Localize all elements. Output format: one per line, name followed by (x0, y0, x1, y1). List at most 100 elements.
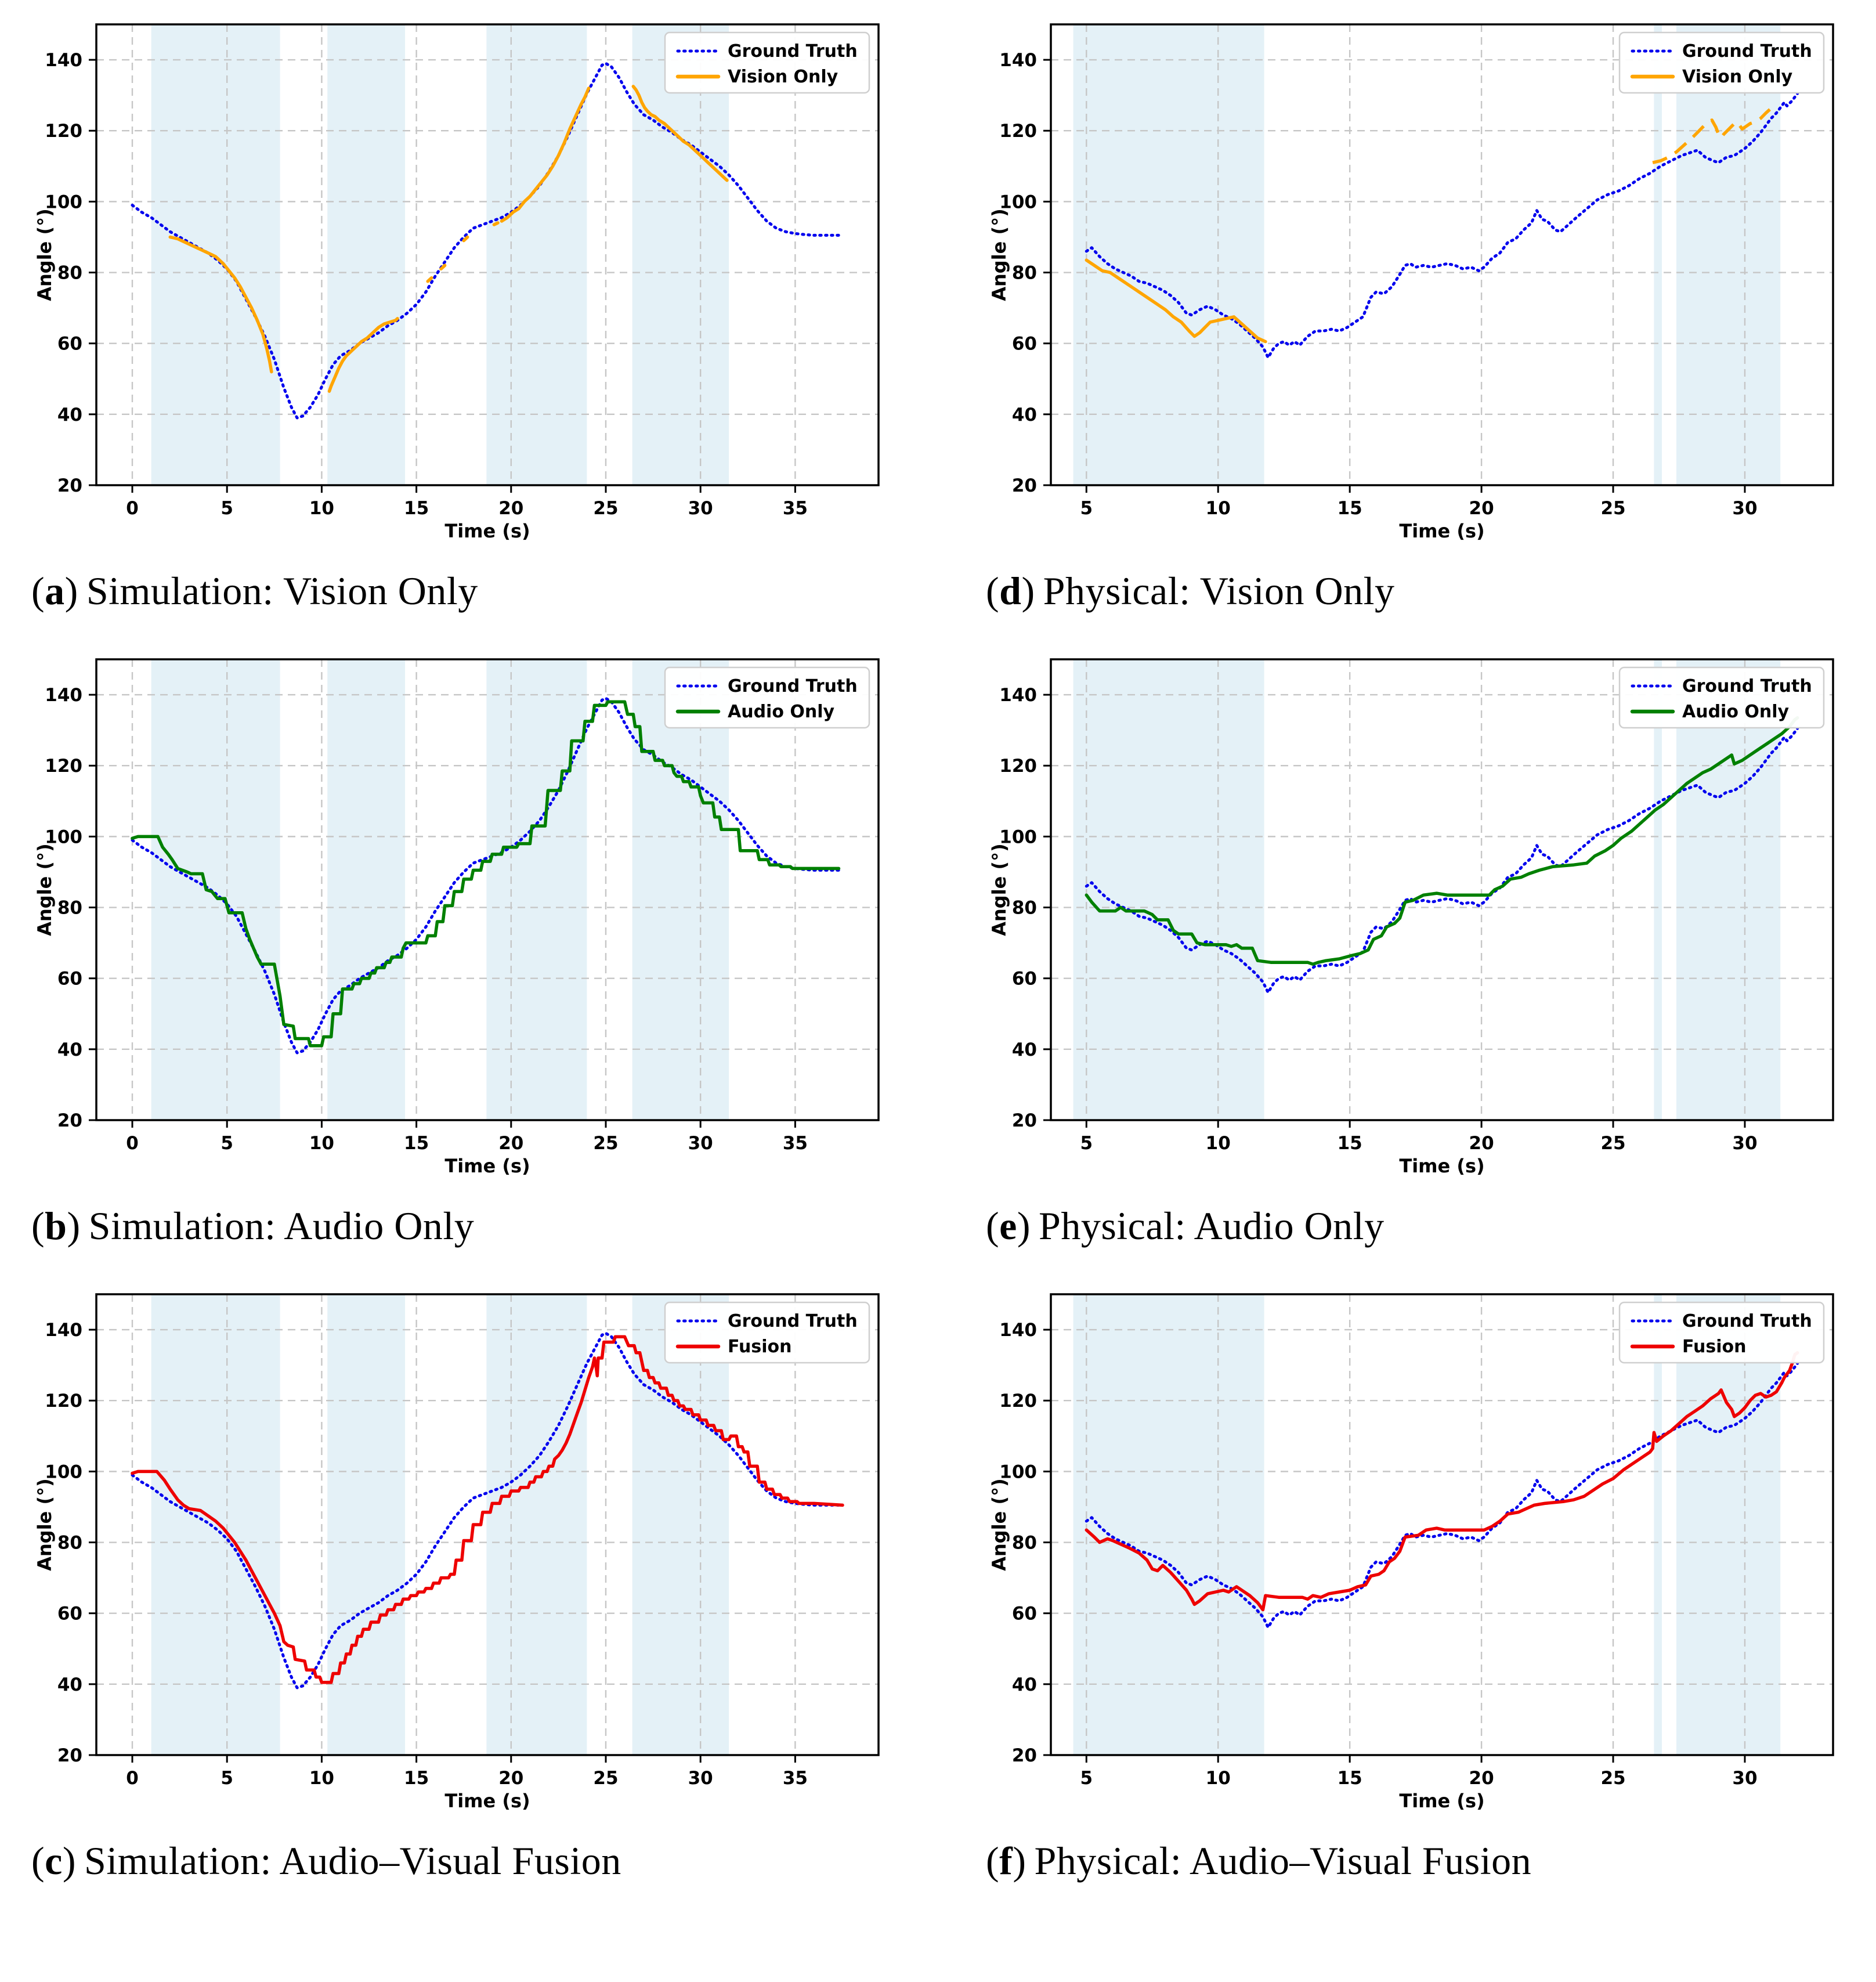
x-tick-label: 5 (1080, 1768, 1093, 1789)
y-tick-label: 120 (45, 1391, 82, 1411)
y-tick-label: 140 (45, 685, 82, 706)
series-ground-truth-line (1085, 92, 1799, 359)
legend-label: Ground Truth (1682, 1311, 1812, 1331)
caption-text: Physical: Audio Only (1039, 1204, 1385, 1248)
grid-layer (1051, 1294, 1833, 1755)
y-axis-title: Angle (°) (988, 843, 1010, 936)
caption-letter: (c) (31, 1839, 76, 1883)
series-ground-truth-line (1085, 1362, 1799, 1629)
y-tick-label: 60 (1012, 1604, 1037, 1624)
x-tick-label: 20 (498, 1133, 523, 1154)
x-axis-title: Time (s) (444, 520, 530, 541)
plot-frame (1050, 1293, 1834, 1756)
y-tick-label: 80 (57, 898, 82, 919)
y-tick-label: 40 (57, 405, 82, 425)
shaded-band (1073, 24, 1264, 485)
ticks-layer: 0 5 10 15 20 25 30 35 20 40 60 80 100 120 140 (45, 50, 808, 519)
shaded-band (1654, 659, 1662, 1120)
shaded-band (1676, 1294, 1781, 1755)
y-tick-label: 100 (45, 826, 82, 847)
chart-physical-audio-only: 5 10 15 20 25 30 20 40 60 80 100 120 140 Time (s) Angl… (986, 651, 1845, 1176)
series-ground-truth-line (131, 1331, 843, 1689)
x-tick-label: 15 (1338, 1768, 1362, 1789)
y-axis-title: Angle (°) (988, 1478, 1010, 1571)
series-vision-only-line (426, 276, 433, 283)
caption-e: (e) Physical: Audio Only (986, 1203, 1845, 1249)
shaded-band (1073, 1294, 1264, 1755)
caption-letter: (e) (986, 1204, 1031, 1248)
x-tick-label: 20 (498, 1768, 523, 1789)
caption-letter: (d) (986, 569, 1035, 613)
series-ground-truth-line (1085, 727, 1799, 994)
caption-text: Physical: Audio–Visual Fusion (1034, 1839, 1532, 1883)
series-vision-only-line (439, 263, 447, 271)
shaded-band (1073, 659, 1264, 1120)
caption-letter: (a) (31, 569, 78, 613)
y-tick-label: 60 (57, 969, 82, 990)
shaded-band (1676, 24, 1781, 485)
bands-layer (151, 24, 729, 485)
x-tick-label: 10 (309, 498, 334, 519)
ticks-layer: 0 5 10 15 20 25 30 35 20 40 60 80 100 120 140 (45, 1320, 808, 1789)
y-tick-label: 100 (45, 1461, 82, 1482)
legend-label: Ground Truth (1682, 676, 1812, 696)
x-tick-label: 5 (221, 498, 233, 519)
y-tick-label: 100 (999, 192, 1037, 212)
figure-d: 5 10 15 20 25 30 20 40 60 80 100 120 140 Time (s) Angl… (986, 16, 1845, 614)
legend-label: Ground Truth (728, 676, 858, 696)
y-tick-label: 140 (999, 685, 1037, 706)
x-tick-label: 10 (1206, 1133, 1231, 1154)
x-tick-label: 25 (593, 1133, 618, 1154)
x-tick-label: 20 (498, 498, 523, 519)
y-tick-label: 60 (1012, 969, 1037, 990)
y-tick-label: 80 (1012, 898, 1037, 919)
legend-label: Vision Only (1682, 67, 1793, 87)
y-axis-title: Angle (°) (34, 1478, 56, 1571)
series-vision-only-line (1085, 258, 1267, 344)
series-fusion-line (1085, 1351, 1799, 1612)
y-tick-label: 40 (57, 1674, 82, 1695)
figure-a: 0 5 10 15 20 25 30 35 20 40 60 80 100 120 140 Time (s) A… (31, 16, 890, 614)
y-tick-label: 60 (57, 334, 82, 355)
ticks-layer: 5 10 15 20 25 30 20 40 60 80 100 120 140 (999, 1320, 1757, 1789)
x-axis-title: Time (s) (444, 1155, 530, 1176)
chart-physical-fusion: 5 10 15 20 25 30 20 40 60 80 100 120 140 Time (s) Angl… (986, 1286, 1845, 1811)
y-tick-label: 120 (45, 121, 82, 142)
shaded-band (327, 659, 406, 1120)
x-tick-label: 25 (1600, 498, 1625, 519)
y-tick-label: 120 (999, 121, 1037, 142)
x-tick-label: 10 (1206, 498, 1231, 519)
x-tick-label: 25 (1600, 1133, 1625, 1154)
x-tick-label: 20 (1469, 1133, 1494, 1154)
shaded-band (1676, 659, 1781, 1120)
legend-label: Ground Truth (1682, 41, 1812, 62)
y-tick-label: 120 (45, 756, 82, 777)
x-tick-label: 15 (404, 1133, 429, 1154)
plot-frame (1050, 658, 1834, 1121)
x-tick-label: 10 (1206, 1768, 1231, 1789)
shaded-band (632, 659, 729, 1120)
plot-frame (1050, 23, 1834, 486)
y-tick-label: 40 (57, 1039, 82, 1060)
y-tick-label: 140 (999, 50, 1037, 71)
ticks-layer: 5 10 15 20 25 30 20 40 60 80 100 120 140 (999, 685, 1757, 1154)
x-tick-label: 25 (593, 1768, 618, 1789)
x-tick-label: 5 (221, 1768, 233, 1789)
y-tick-label: 40 (1012, 405, 1037, 425)
grid-layer (1051, 24, 1833, 485)
shaded-band (486, 1294, 587, 1755)
x-tick-label: 15 (404, 498, 429, 519)
bands-layer (1073, 659, 1781, 1120)
y-tick-label: 20 (57, 1745, 82, 1766)
y-tick-label: 140 (999, 1320, 1037, 1341)
y-tick-label: 80 (57, 263, 82, 284)
x-tick-label: 20 (1469, 498, 1494, 519)
x-tick-label: 0 (126, 1768, 139, 1789)
y-tick-label: 20 (57, 1110, 82, 1131)
x-axis-title: Time (s) (1399, 1790, 1484, 1811)
x-tick-label: 35 (783, 1133, 808, 1154)
shaded-band (486, 24, 587, 485)
x-tick-label: 5 (1080, 498, 1093, 519)
caption-letter: (f) (986, 1839, 1026, 1883)
ticks-layer: 0 5 10 15 20 25 30 35 20 40 60 80 100 120 140 (45, 685, 808, 1154)
